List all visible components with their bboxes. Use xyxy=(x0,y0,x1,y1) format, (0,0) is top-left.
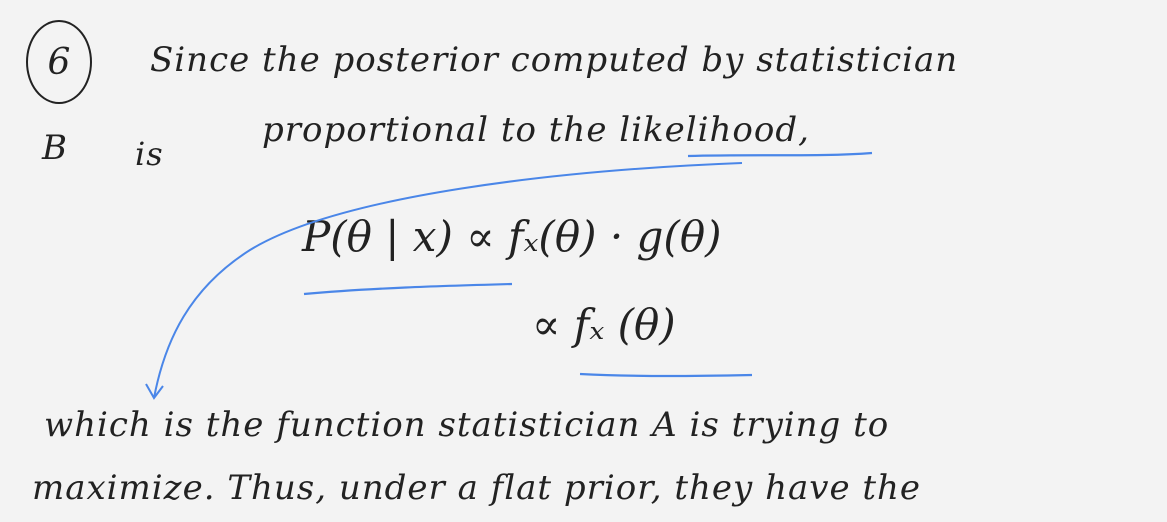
equation-line-2: ∝ fₓ (θ) xyxy=(532,300,676,349)
text-line-1: Since the posterior computed by statisti… xyxy=(150,40,959,80)
text-line-3: which is the function statistician A is … xyxy=(44,405,890,445)
likelihood-function-underline xyxy=(579,372,753,378)
text-line-2-is: is xyxy=(135,135,164,173)
arrow-head xyxy=(145,383,164,400)
equation-line-1: P(θ | x) ∝ fₓ(θ) · g(θ) xyxy=(302,212,722,261)
likelihood-underline xyxy=(687,151,873,158)
curved-arrow xyxy=(153,162,743,399)
problem-number: 6 xyxy=(47,41,71,83)
posterior-underline xyxy=(303,282,513,296)
text-line-2-rest: proportional to the likelihood, xyxy=(262,110,810,150)
text-line-2-letter: B xyxy=(42,128,68,168)
problem-number-circle: 6 xyxy=(26,20,92,104)
text-line-4: maximize. Thus, under a flat prior, they… xyxy=(32,468,922,508)
